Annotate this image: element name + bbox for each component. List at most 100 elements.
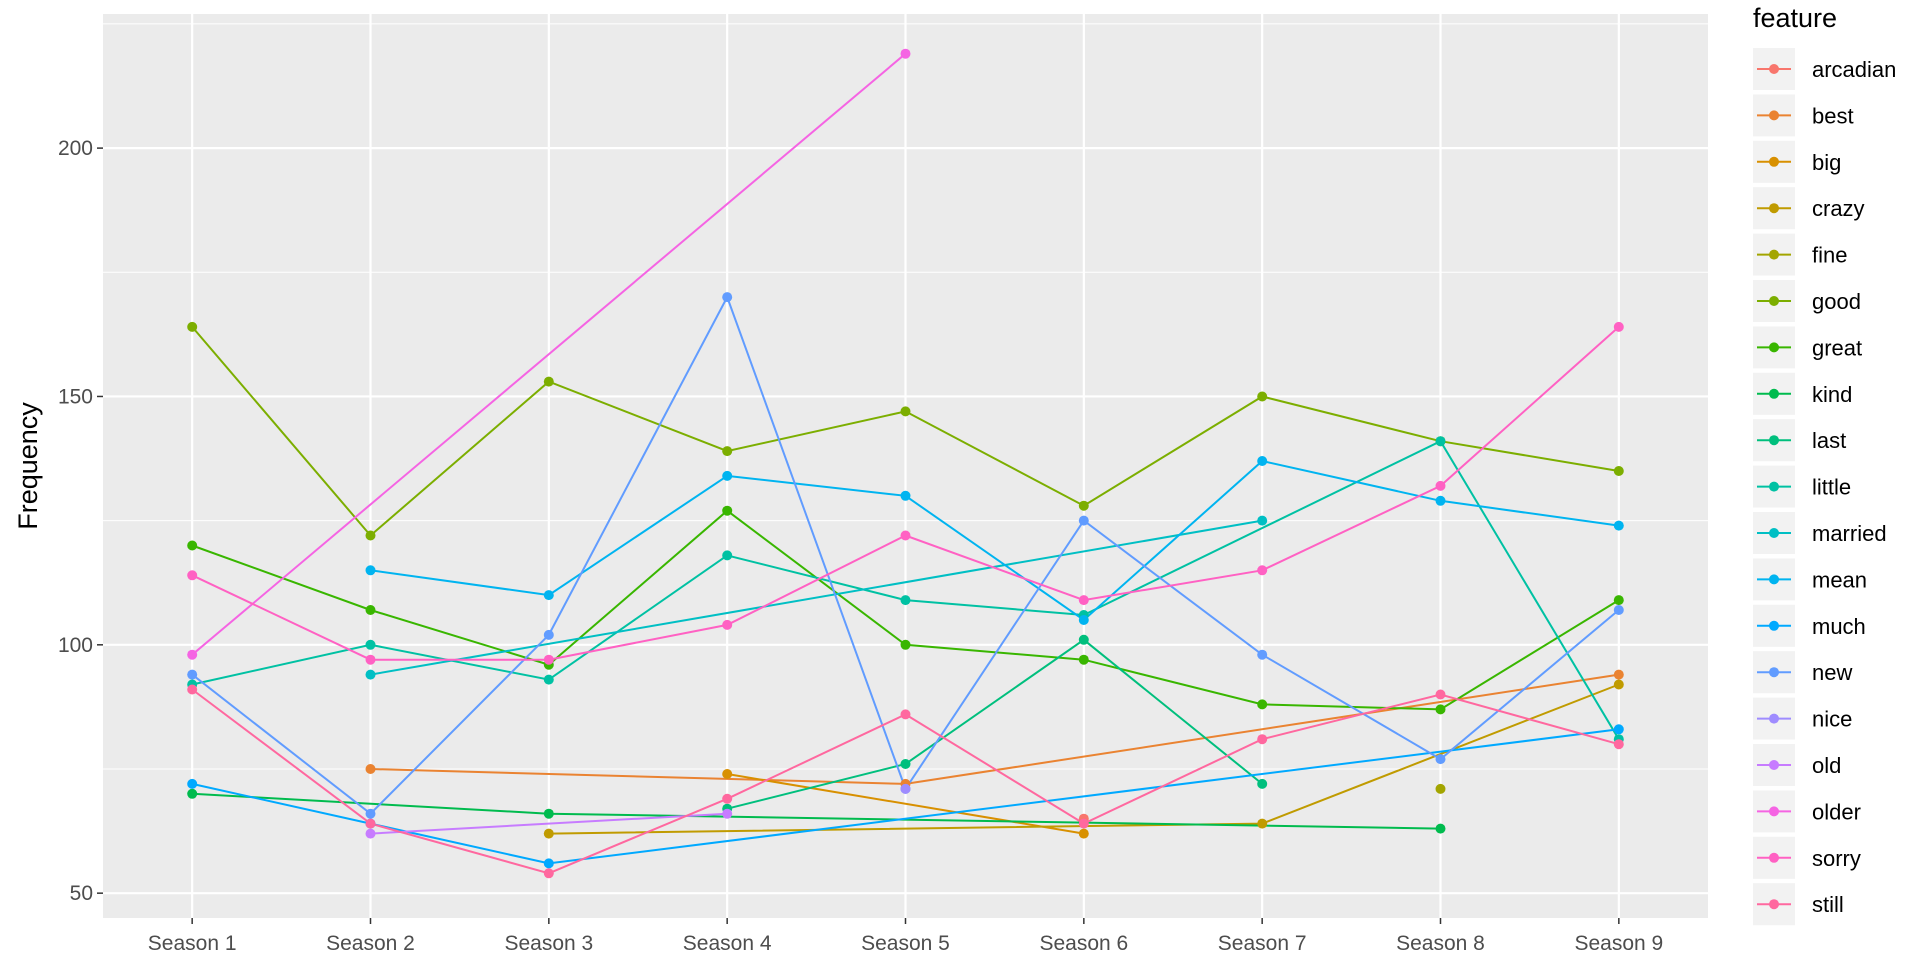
legend-item: great bbox=[1753, 326, 1862, 369]
data-point-sorry bbox=[1613, 321, 1624, 332]
data-point-still bbox=[1613, 739, 1624, 750]
x-tick-label: Season 7 bbox=[1218, 932, 1307, 955]
data-point-good bbox=[1078, 500, 1089, 511]
data-point-fine bbox=[1435, 783, 1446, 794]
legend-label: sorry bbox=[1812, 846, 1861, 871]
legend-key-point bbox=[1769, 156, 1779, 167]
data-point-older bbox=[900, 48, 911, 59]
legend-item: big bbox=[1753, 140, 1841, 183]
legend-label: married bbox=[1812, 521, 1887, 546]
data-point-sorry bbox=[1078, 595, 1089, 606]
data-point-sorry bbox=[187, 570, 198, 581]
data-point-married bbox=[1257, 515, 1268, 526]
data-point-good bbox=[187, 321, 198, 332]
legend-item: nice bbox=[1753, 697, 1852, 740]
legend-label: arcadian bbox=[1812, 57, 1896, 82]
data-point-kind bbox=[1435, 823, 1446, 834]
legend-key-point bbox=[1769, 620, 1779, 631]
series-points bbox=[187, 48, 1624, 879]
data-point-best bbox=[365, 764, 376, 774]
data-point-crazy bbox=[543, 828, 554, 839]
x-tick-label: Season 4 bbox=[683, 932, 772, 955]
legend-label: last bbox=[1812, 428, 1846, 453]
data-point-much bbox=[187, 778, 198, 789]
legend-key-point bbox=[1769, 713, 1779, 724]
data-point-mean bbox=[365, 565, 376, 576]
data-point-sorry bbox=[1257, 565, 1268, 576]
data-point-still bbox=[722, 793, 733, 804]
data-point-great bbox=[900, 639, 911, 650]
data-point-last bbox=[1078, 634, 1089, 645]
data-point-great bbox=[1613, 595, 1624, 606]
x-tick-label: Season 9 bbox=[1574, 932, 1663, 955]
data-point-new bbox=[365, 808, 376, 819]
legend-label: crazy bbox=[1812, 196, 1865, 221]
legend-key-point bbox=[1769, 249, 1779, 260]
data-point-old bbox=[365, 828, 376, 839]
y-tick-label: 200 bbox=[58, 137, 93, 160]
legend-item: arcadian bbox=[1753, 48, 1896, 90]
data-point-great bbox=[1257, 699, 1268, 710]
series-line-little bbox=[191, 439, 1620, 740]
legend-key-point bbox=[1769, 528, 1779, 538]
data-point-still bbox=[1078, 818, 1089, 829]
data-point-sorry bbox=[365, 654, 376, 665]
series-line-big bbox=[727, 773, 1084, 835]
series-line-old bbox=[370, 812, 728, 835]
data-point-nice bbox=[900, 783, 911, 794]
series-line-married bbox=[370, 519, 1263, 676]
data-point-new bbox=[543, 629, 554, 640]
data-point-still bbox=[1435, 689, 1446, 700]
data-point-sorry bbox=[1435, 480, 1446, 491]
data-point-mean bbox=[543, 590, 554, 601]
data-point-still bbox=[187, 684, 198, 695]
legend-item: kind bbox=[1753, 372, 1852, 415]
data-point-much bbox=[543, 858, 554, 869]
data-point-good bbox=[1257, 391, 1268, 402]
data-point-mean bbox=[1257, 456, 1268, 466]
data-point-little bbox=[1435, 436, 1446, 447]
data-point-great bbox=[187, 540, 198, 551]
data-point-sorry bbox=[543, 654, 554, 665]
legend-label: still bbox=[1812, 892, 1844, 917]
legend-label: much bbox=[1812, 614, 1866, 639]
legend-item: sorry bbox=[1753, 836, 1861, 879]
legend-label: kind bbox=[1812, 382, 1852, 407]
data-point-last bbox=[900, 759, 911, 769]
legend-item: last bbox=[1753, 419, 1846, 462]
data-point-new bbox=[722, 292, 733, 303]
x-tick-label: Season 5 bbox=[861, 932, 950, 955]
y-tick-label: 100 bbox=[58, 634, 93, 657]
legend-key-point bbox=[1769, 806, 1779, 817]
data-point-great bbox=[1435, 704, 1446, 715]
data-point-sorry bbox=[722, 619, 733, 630]
axes: 50 100 150 200 Season 1 Season 2 Season 3 Seaso… bbox=[58, 137, 1663, 955]
legend-key-point bbox=[1769, 435, 1779, 446]
data-point-still bbox=[900, 709, 911, 720]
legend-item: best bbox=[1753, 94, 1854, 137]
legend-label: little bbox=[1812, 475, 1851, 500]
data-point-big bbox=[1078, 828, 1089, 839]
series-line-older bbox=[191, 52, 907, 656]
legend-key-point bbox=[1769, 667, 1779, 678]
data-point-kind bbox=[543, 808, 554, 819]
data-point-little bbox=[365, 639, 376, 650]
data-point-little bbox=[722, 550, 733, 561]
legend-label: great bbox=[1812, 335, 1862, 360]
legend-label: best bbox=[1812, 103, 1854, 128]
legend-label: older bbox=[1812, 799, 1861, 824]
legend-label: mean bbox=[1812, 567, 1867, 592]
legend-item: little bbox=[1753, 465, 1851, 508]
series-line-much bbox=[191, 728, 1619, 865]
data-point-great bbox=[365, 605, 376, 615]
x-tick-label: Season 3 bbox=[504, 932, 593, 955]
data-point-new bbox=[187, 669, 198, 680]
legend-item: married bbox=[1753, 512, 1887, 554]
data-point-good bbox=[365, 530, 376, 541]
data-point-kind bbox=[187, 788, 198, 799]
data-point-new bbox=[1078, 515, 1089, 526]
data-point-new bbox=[1613, 605, 1624, 615]
data-point-sorry bbox=[900, 530, 911, 541]
data-point-last bbox=[1257, 778, 1268, 789]
